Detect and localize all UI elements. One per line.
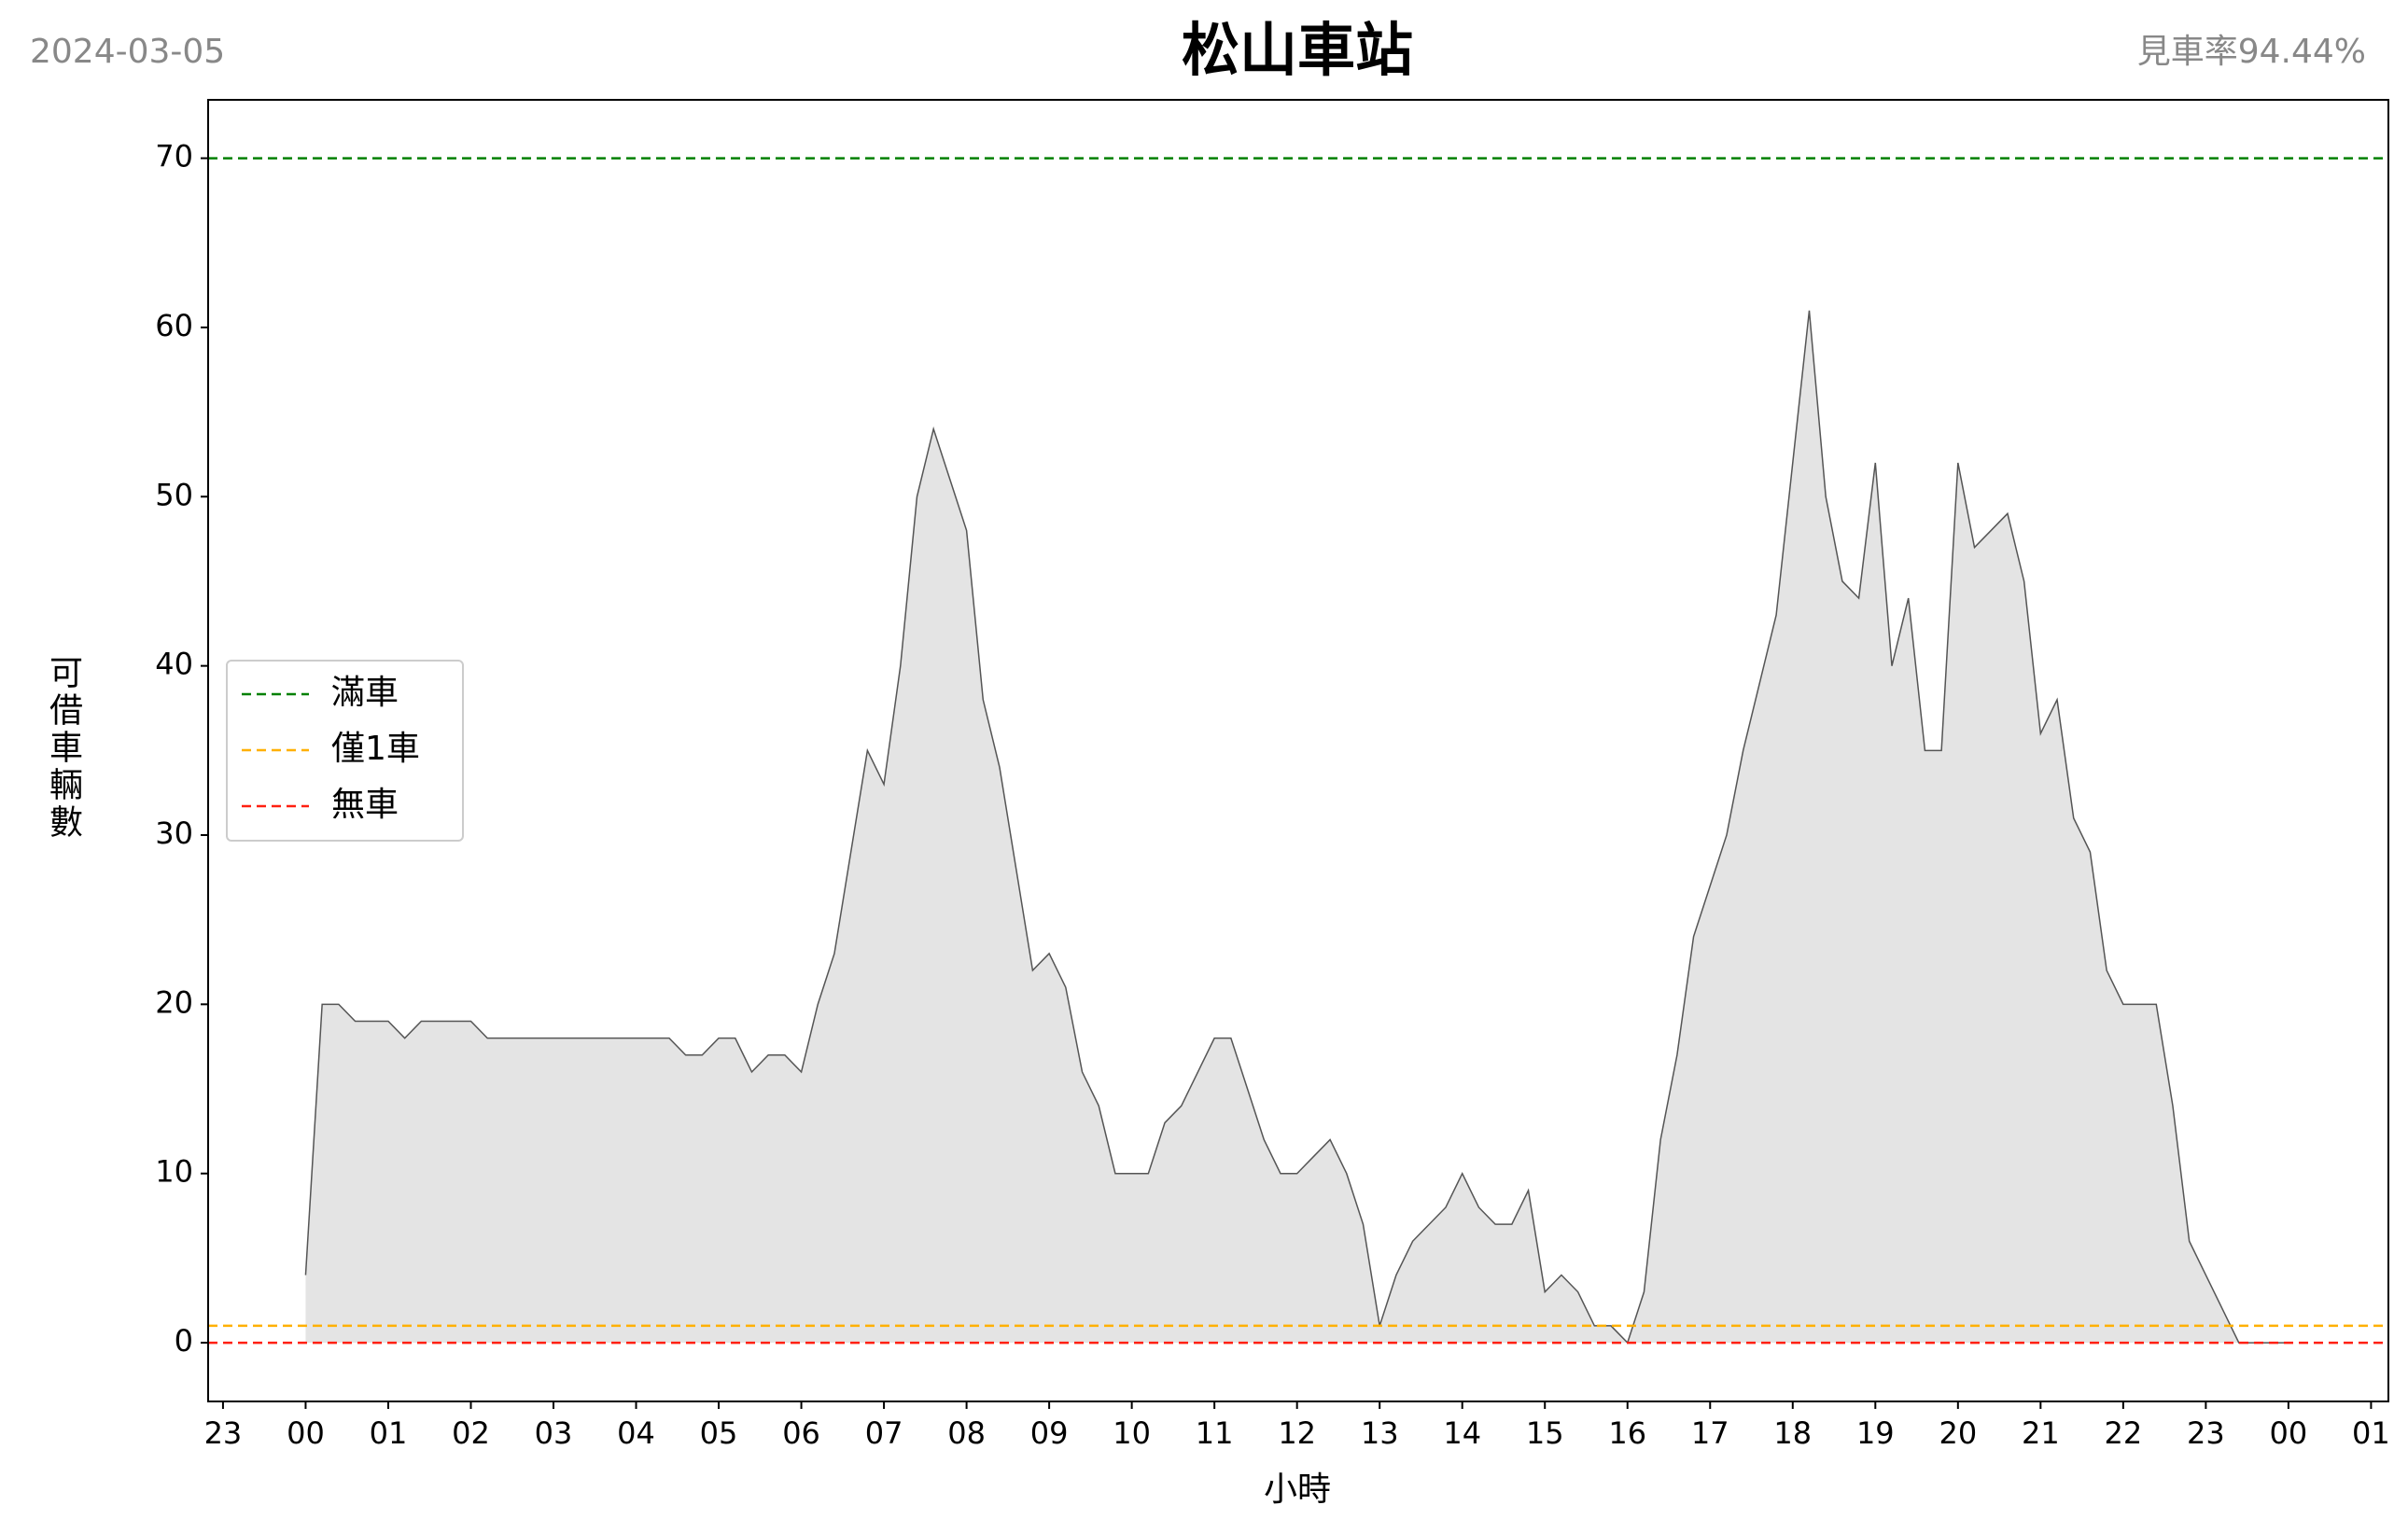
x-tick-label: 12 [1278, 1415, 1316, 1451]
x-tick-label: 13 [1361, 1415, 1399, 1451]
x-tick-label: 00 [2270, 1415, 2308, 1451]
legend-label: 滿車 [331, 674, 399, 712]
y-tick-label: 0 [175, 1323, 193, 1359]
x-tick-label: 11 [1196, 1415, 1234, 1451]
legend-label: 僅1車 [331, 730, 420, 768]
x-tick-label: 07 [865, 1415, 903, 1451]
x-tick-label: 17 [1691, 1415, 1729, 1451]
x-tick-label: 08 [947, 1415, 986, 1451]
x-tick-label: 23 [2187, 1415, 2225, 1451]
x-tick-label: 21 [2022, 1415, 2060, 1451]
x-tick-label: 20 [1939, 1415, 1977, 1451]
y-tick-label: 60 [155, 308, 193, 343]
x-tick-label: 02 [452, 1415, 490, 1451]
x-tick-label: 16 [1608, 1415, 1646, 1451]
legend-box [226, 660, 464, 842]
x-tick-label: 01 [370, 1415, 408, 1451]
y-tick-label: 40 [155, 647, 193, 682]
chart-title: 松山車站 [1182, 16, 1413, 84]
area [305, 310, 2289, 1344]
x-tick-label: 01 [2352, 1415, 2390, 1451]
x-tick-label: 04 [617, 1415, 655, 1451]
x-tick-label: 10 [1113, 1415, 1151, 1451]
x-tick-label: 14 [1443, 1415, 1481, 1451]
line [304, 310, 2289, 1345]
x-tick-label: 19 [1856, 1415, 1895, 1451]
x-tick-label: 23 [204, 1415, 243, 1451]
x-tick-label: 22 [2104, 1415, 2142, 1451]
y-tick-label: 20 [155, 984, 193, 1020]
date: 2024-03-05 [30, 33, 225, 71]
x-tick-label: 06 [782, 1415, 820, 1451]
legend-label: 無車 [331, 786, 399, 824]
x-axis-label: 小時 [1264, 1470, 1331, 1509]
plot-frame [207, 99, 2389, 1402]
y-tick-label: 50 [155, 477, 193, 512]
x-tick-label: 03 [535, 1415, 573, 1451]
x-tick-label: 09 [1030, 1415, 1069, 1451]
annotation: 見車率94.44% [2137, 33, 2366, 71]
y-tick-label: 70 [155, 139, 193, 174]
x-tick-label: 18 [1773, 1415, 1812, 1451]
x-tick-label: 05 [700, 1415, 738, 1451]
y-axis-label: 可借車輛數 [44, 655, 83, 842]
y-tick-label: 10 [155, 1154, 193, 1190]
x-tick-label: 00 [287, 1415, 325, 1451]
x-tick-label: 15 [1526, 1415, 1564, 1451]
y-tick-label: 30 [155, 815, 193, 851]
